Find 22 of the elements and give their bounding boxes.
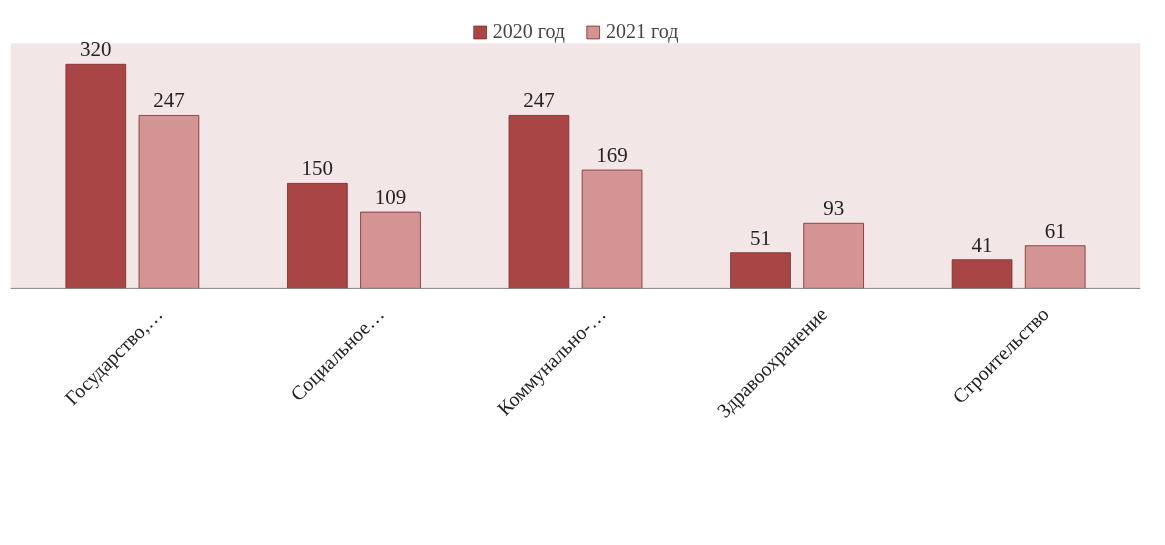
data-label: 320 (80, 37, 112, 62)
legend-label: 2020 год (492, 20, 565, 43)
data-label: 93 (823, 196, 845, 221)
data-label: 169 (596, 143, 628, 168)
data-label: 150 (301, 156, 334, 181)
bar (508, 115, 570, 289)
data-label: 247 (523, 88, 555, 113)
bar (803, 222, 864, 289)
data-label: 247 (153, 88, 185, 113)
bar (1024, 245, 1086, 289)
data-label: 61 (1044, 218, 1066, 243)
bar (581, 169, 643, 289)
legend-label: 2021 год (606, 20, 679, 43)
bar (65, 63, 127, 289)
bar (951, 259, 1013, 289)
bar (287, 182, 348, 289)
data-label: 109 (374, 185, 407, 210)
data-label: 41 (971, 232, 993, 257)
bar (138, 115, 200, 289)
data-label: 51 (750, 225, 772, 250)
bar (360, 211, 421, 289)
bar (730, 252, 791, 289)
